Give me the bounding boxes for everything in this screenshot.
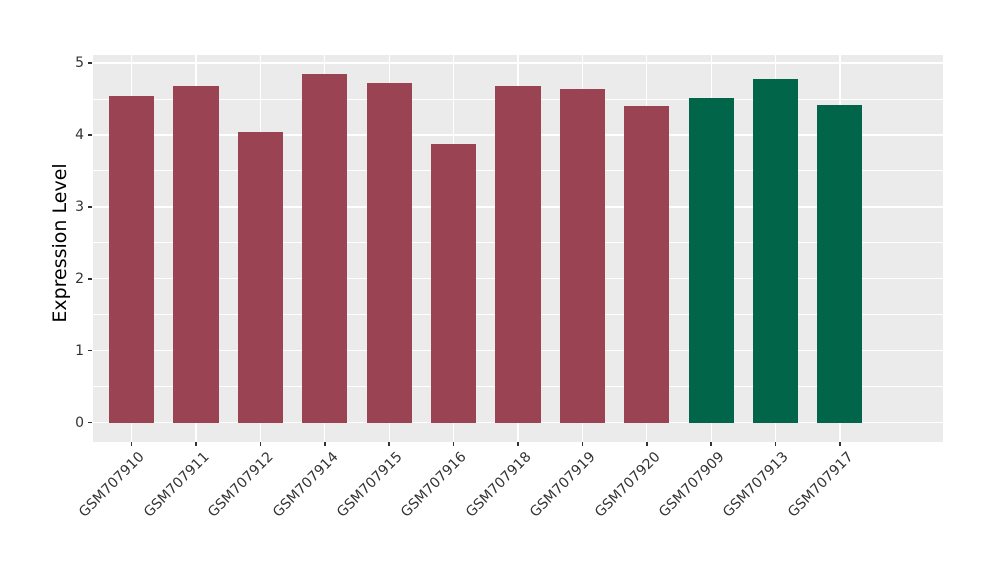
- bar-GSM707909: [688, 98, 734, 423]
- x-tick-label: GSM707919: [527, 449, 599, 521]
- x-tick-mark: [517, 442, 519, 446]
- x-tick-label: GSM707912: [205, 449, 277, 521]
- bar-GSM707917: [817, 104, 863, 423]
- x-tick-label: GSM707914: [269, 449, 342, 521]
- x-tick-label: GSM707915: [333, 449, 406, 521]
- y-tick-mark: [88, 349, 92, 352]
- x-tick-mark: [646, 442, 648, 446]
- x-tick-mark: [324, 442, 326, 446]
- bar-GSM707918: [495, 85, 541, 423]
- y-tick-label: 1: [75, 342, 84, 359]
- x-tick-label: GSM707911: [140, 449, 213, 521]
- x-tick-label: GSM707916: [398, 449, 470, 521]
- y-tick-mark: [88, 62, 92, 64]
- bar-GSM707912: [237, 131, 283, 423]
- x-tick-mark: [195, 442, 197, 446]
- x-tick-mark: [452, 442, 455, 446]
- x-tick-label: GSM707917: [784, 449, 857, 521]
- x-tick-mark: [130, 442, 133, 446]
- y-tick-mark: [88, 278, 92, 280]
- x-tick-mark: [839, 442, 841, 446]
- bar-GSM707920: [624, 106, 670, 423]
- y-tick-label: 0: [75, 414, 84, 431]
- bar-GSM707913: [753, 78, 799, 423]
- x-tick-label: GSM707913: [720, 449, 792, 521]
- x-tick-mark: [710, 442, 712, 446]
- x-tick-label: GSM707918: [462, 449, 535, 521]
- y-tick-mark: [88, 134, 92, 136]
- bar-GSM707915: [366, 83, 412, 423]
- y-axis-title: Expression Level: [49, 162, 71, 323]
- y-tick-mark: [88, 421, 92, 424]
- x-tick-mark: [774, 442, 777, 446]
- x-tick-label: GSM707909: [655, 449, 728, 521]
- bar-GSM707919: [559, 88, 605, 423]
- x-tick-mark: [259, 442, 262, 446]
- bar-GSM707916: [431, 144, 477, 423]
- bar-GSM707910: [109, 96, 155, 423]
- x-tick-mark: [388, 442, 390, 446]
- plot-panel: [93, 55, 943, 442]
- bar-GSM707911: [173, 85, 219, 423]
- y-tick-label: 3: [75, 198, 84, 215]
- y-tick-label: 2: [75, 270, 84, 287]
- x-tick-mark: [581, 442, 584, 446]
- x-tick-label: GSM707920: [591, 449, 664, 521]
- bar-GSM707914: [302, 73, 348, 423]
- x-tick-label: GSM707910: [76, 449, 148, 521]
- y-tick-label: 5: [75, 54, 84, 71]
- y-tick-mark: [88, 206, 92, 208]
- y-tick-label: 4: [75, 126, 84, 143]
